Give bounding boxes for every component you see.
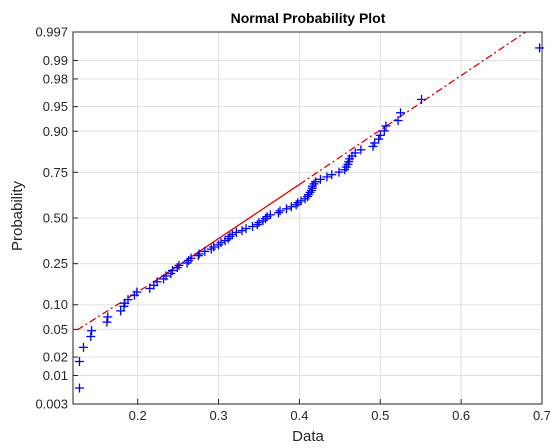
data-point [116,306,126,316]
x-tick-label: 0.6 [452,408,470,423]
data-point [350,148,360,158]
x-tick-label: 0.2 [129,408,147,423]
data-point [286,202,296,212]
data-point [123,295,133,305]
data-point [74,383,84,393]
data-point [281,204,291,214]
data-point [102,317,112,327]
grid-layer [73,32,542,404]
data-point [417,94,427,104]
data-point [315,174,325,184]
data-point [167,265,177,275]
reference-line-fit [157,183,300,280]
data-point [227,229,237,239]
data-point [86,332,96,342]
x-tick-label: 0.7 [533,408,550,423]
y-tick-label: 0.997 [35,25,68,40]
data-point [273,208,283,218]
y-tick-label: 0.05 [43,322,68,337]
data-point [216,238,226,248]
data-point [248,222,258,232]
data-point [79,342,89,352]
x-tick-label: 0.3 [210,408,228,423]
data-point [307,185,317,195]
y-tick-label: 0.50 [43,211,68,226]
y-tick-label: 0.02 [43,350,68,365]
data-point [375,130,385,140]
data-point [327,170,337,180]
data-point [193,251,203,261]
data-point [260,214,270,224]
data-point [237,226,247,236]
chart-title: Normal Probability Plot [231,10,386,26]
data-point [152,277,162,287]
x-axis-label: Data [292,428,324,445]
y-tick-label: 0.01 [43,368,68,383]
data-points-layer [74,43,545,393]
data-point [296,196,306,206]
data-point [309,179,319,189]
y-tick-label: 0.75 [43,165,68,180]
data-point [275,206,285,216]
data-point [223,234,233,244]
data-point [370,138,380,148]
data-point [194,249,204,259]
data-point [395,108,405,118]
data-point [186,253,196,263]
data-point [200,246,210,256]
data-point [381,121,391,131]
y-tick-label: 0.95 [43,99,68,114]
y-tick-label: 0.003 [35,397,68,412]
data-point [322,172,332,182]
data-point [231,227,241,237]
data-point [379,126,389,136]
data-point [334,167,344,177]
data-point [291,200,301,210]
reference-line-layer [76,31,527,331]
data-point [87,326,97,336]
data-point [132,287,142,297]
y-tick-label: 0.90 [43,124,68,139]
reference-line-extension-lower [76,278,159,331]
data-point [74,357,84,367]
y-tick-label: 0.10 [43,297,68,312]
data-point [252,220,262,230]
data-point [265,210,275,220]
data-point [241,224,251,234]
data-point [254,218,264,228]
data-point [172,263,182,273]
data-point [374,134,384,144]
data-point [393,116,403,126]
y-tick-label: 0.25 [43,256,68,271]
data-point [103,312,113,322]
data-point [311,177,321,187]
data-point [356,145,366,155]
data-point [209,242,219,252]
y-tick-label: 0.98 [43,71,68,86]
data-point [161,271,171,281]
y-axis-label: Probability [9,180,26,251]
data-point [174,260,184,270]
tick-layer: 0.2 0.3 0.4 0.5 0.6 0.7 0.003 0.01 0.02 0.05 0.10 0… [35,25,550,424]
data-point [535,43,545,53]
x-tick-label: 0.5 [371,408,389,423]
reference-line-extension-upper [299,31,527,185]
y-tick-label: 0.99 [43,53,68,68]
x-tick-label: 0.4 [290,408,308,423]
